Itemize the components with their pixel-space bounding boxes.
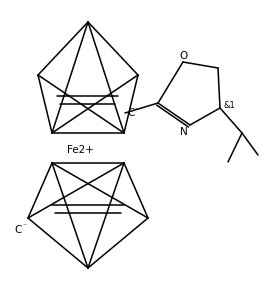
- Text: O: O: [179, 51, 187, 61]
- Text: ⁻: ⁻: [134, 105, 138, 114]
- Text: Fe2+: Fe2+: [67, 145, 93, 155]
- Text: C: C: [127, 108, 134, 118]
- Text: C: C: [15, 225, 22, 235]
- Text: ⁻: ⁻: [22, 221, 26, 230]
- Text: &1: &1: [224, 101, 236, 110]
- Text: N: N: [180, 127, 188, 137]
